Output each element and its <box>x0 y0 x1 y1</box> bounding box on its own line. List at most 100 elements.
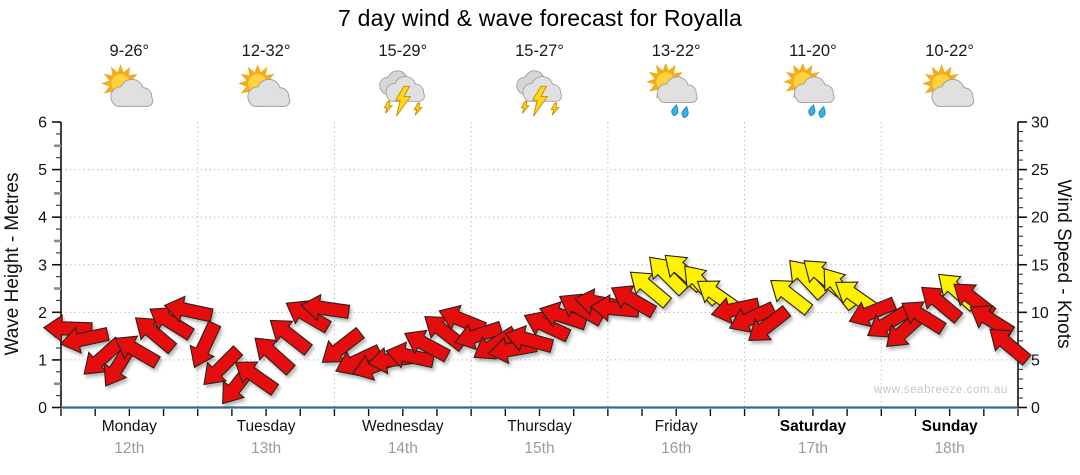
sun-showers-icon <box>783 62 835 119</box>
right-axis-tick-label: 5 <box>1031 352 1040 369</box>
wind-arrow <box>269 319 313 356</box>
wind-arrow <box>149 307 195 341</box>
wind-arrow-series <box>42 254 1032 405</box>
weather-icon-wrap <box>885 64 1015 118</box>
wind-arrow <box>189 320 222 369</box>
day-label-wednesday: Wednesday 14th <box>335 418 471 458</box>
wind-arrow <box>989 328 1032 366</box>
partly-cloudy-icon <box>101 64 154 107</box>
day-header-wednesday: 15-29° <box>338 42 468 118</box>
day-name: Sunday <box>921 418 978 435</box>
day-label-saturday: Saturday 17th <box>745 418 881 458</box>
weather-icon-wrap <box>611 62 741 119</box>
weather-icon-wrap <box>748 62 878 119</box>
thunderstorm-icon <box>515 70 562 117</box>
right-axis-tick-label: 20 <box>1031 210 1049 227</box>
raindrop <box>818 105 826 119</box>
day-header-tuesday: 12-32° <box>201 42 331 118</box>
right-axis-tick-label: 15 <box>1031 257 1049 274</box>
day-date: 17th <box>797 440 828 457</box>
cloud-shape <box>657 76 698 103</box>
wind-arrow <box>770 279 814 316</box>
wind-arrow <box>403 329 451 363</box>
temperature-range: 9-26° <box>109 42 150 60</box>
day-header-monday: 9-26° <box>64 42 194 118</box>
wind-arrow <box>254 337 296 376</box>
wind-arrow <box>504 324 555 354</box>
raindrop <box>681 105 689 119</box>
wind-arrow <box>59 326 110 354</box>
day-header-saturday: 11-20° <box>748 42 878 119</box>
day-date: 15th <box>524 440 555 457</box>
temperature-range: 11-20° <box>789 42 837 60</box>
weather-icon-wrap <box>338 64 468 118</box>
cloud-shape <box>793 76 835 103</box>
lightning-bolt <box>383 100 393 114</box>
day-label-sunday: Sunday 18th <box>882 418 1018 458</box>
left-axis-tick-label: 0 <box>38 400 47 417</box>
weather-icon-wrap <box>475 64 605 118</box>
day-name: Thursday <box>507 418 572 435</box>
day-date: 13th <box>250 440 282 457</box>
lightning-bolt <box>549 102 560 116</box>
watermark: www.seabreeze.com.au <box>873 384 1008 396</box>
day-label-tuesday: Tuesday 13th <box>198 418 334 458</box>
wind-arrow <box>134 317 178 355</box>
wind-arrow <box>920 286 964 324</box>
wind-arrow <box>234 361 280 396</box>
wind-arrow <box>523 310 572 343</box>
wind-arrow <box>789 259 828 301</box>
day-date: 16th <box>661 440 692 457</box>
lightning-bolt <box>520 100 530 114</box>
day-date: 12th <box>114 440 145 457</box>
wind-arrow <box>83 336 125 375</box>
wind-arrow <box>648 256 689 297</box>
day-name: Friday <box>654 418 698 435</box>
wind-arrow <box>454 320 504 351</box>
day-label-thursday: Thursday 15th <box>472 418 608 458</box>
partly-cloudy-icon <box>921 64 974 107</box>
thunderstorm-icon <box>379 70 425 117</box>
cloud-shape <box>931 78 974 107</box>
wind-arrow <box>163 295 214 324</box>
wind-arrow <box>710 296 761 325</box>
left-axis-tick-label: 4 <box>38 210 47 227</box>
temperature-range: 15-27° <box>515 42 564 60</box>
wind-arrow <box>901 301 947 336</box>
wind-arrow <box>285 300 332 334</box>
wind-arrow <box>610 285 658 319</box>
wind-arrow <box>438 304 488 336</box>
temperature-range: 12-32° <box>241 42 291 60</box>
right-axis-tick-label: 30 <box>1031 115 1049 132</box>
wind-arrow <box>848 296 898 328</box>
lightning-bolt <box>394 85 412 117</box>
wind-arrow <box>321 326 365 363</box>
day-date: 18th <box>934 440 965 457</box>
day-date: 14th <box>387 440 418 457</box>
left-axis-tick-label: 2 <box>38 305 47 322</box>
right-axis-tick-label: 25 <box>1031 162 1049 179</box>
day-name: Wednesday <box>361 418 444 435</box>
wind-arrow <box>629 271 673 309</box>
day-name: Tuesday <box>236 418 296 435</box>
day-name: Monday <box>101 418 157 435</box>
cloud-shape <box>247 78 291 107</box>
left-axis-tick-label: 5 <box>38 162 47 179</box>
temperature-range: 15-29° <box>378 42 428 60</box>
cloud-shape <box>110 78 154 107</box>
lightning-bolt <box>413 102 423 116</box>
weather-icon-wrap <box>201 64 331 118</box>
temperature-range: 10-22° <box>925 42 975 60</box>
temperature-range: 13-22° <box>651 42 701 60</box>
raindrop <box>671 104 679 117</box>
day-header-friday: 13-22° <box>611 42 741 119</box>
wind-arrow <box>203 345 244 386</box>
wind-arrow <box>114 335 161 369</box>
day-label-monday: Monday 12th <box>61 418 197 458</box>
day-header-sunday: 10-22° <box>885 42 1015 118</box>
raindrop <box>808 104 816 117</box>
day-label-friday: Friday 16th <box>608 418 744 458</box>
wind-arrow <box>728 301 777 334</box>
wind-arrow <box>748 305 792 342</box>
